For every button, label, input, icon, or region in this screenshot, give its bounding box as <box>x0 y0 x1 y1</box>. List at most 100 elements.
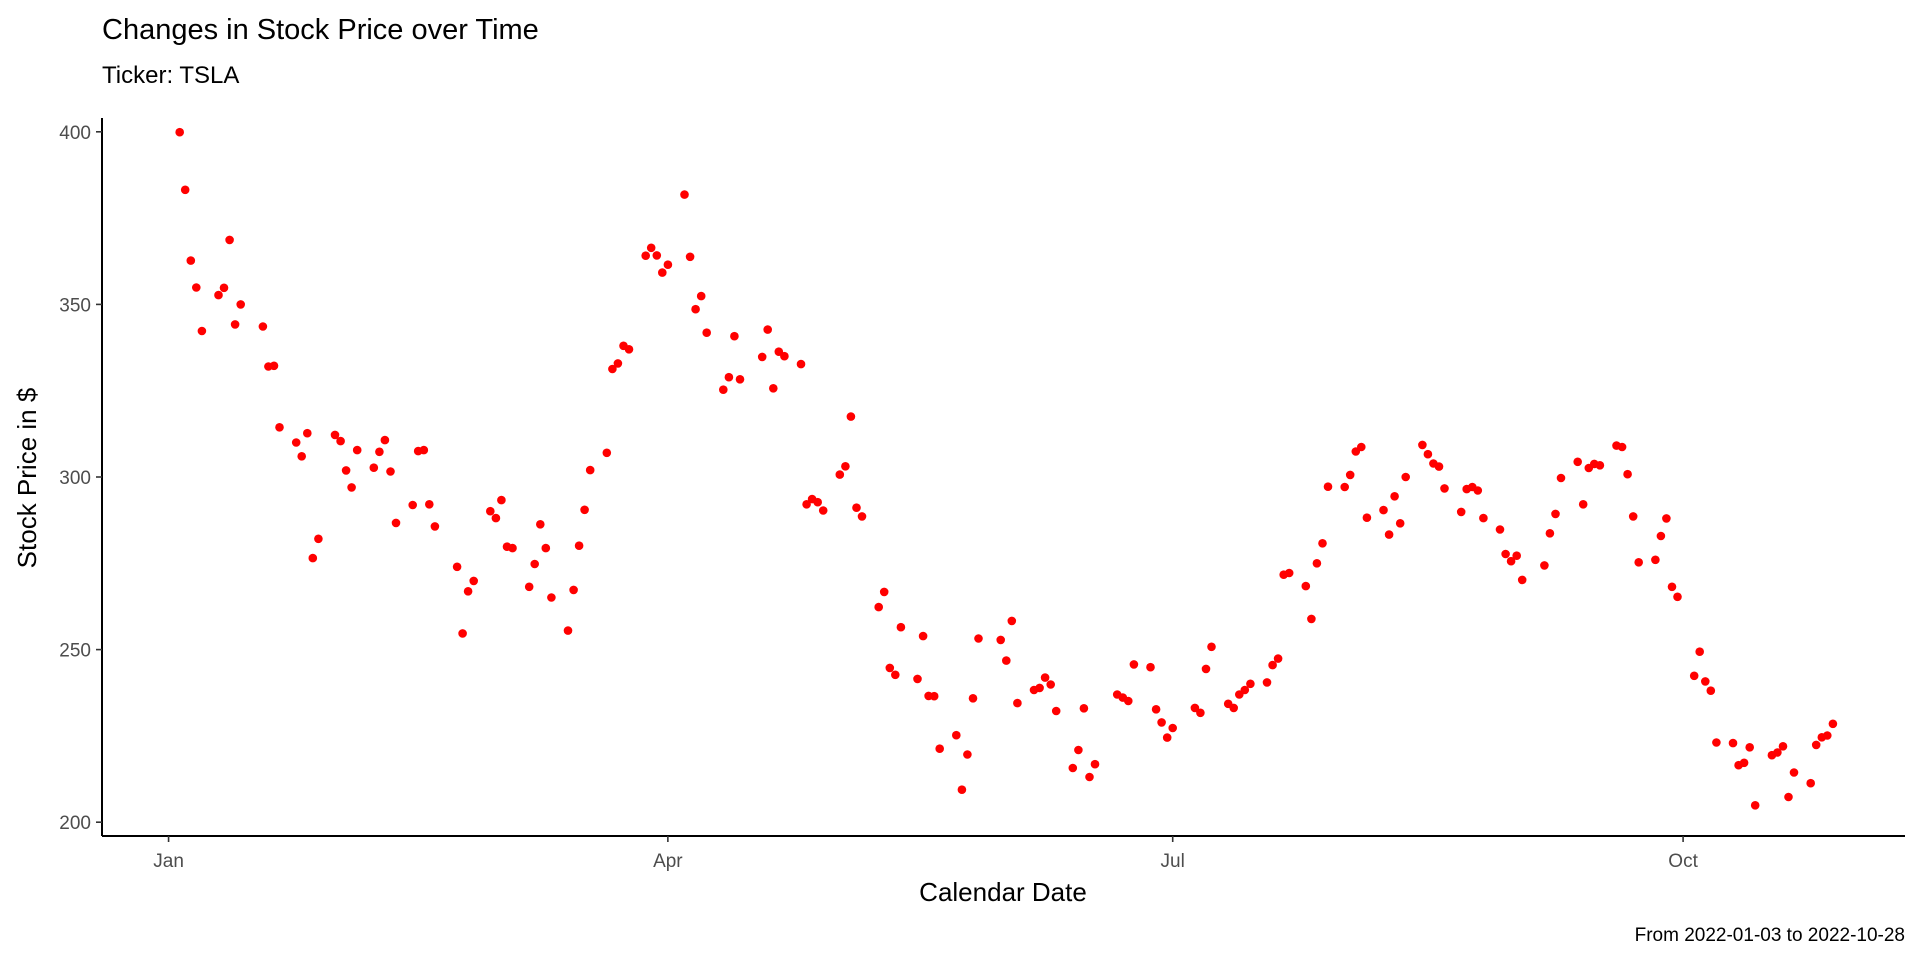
data-point-2022-03-28 <box>641 251 650 260</box>
data-points <box>175 127 1838 810</box>
data-point-2022-02-14 <box>408 500 418 510</box>
y-tick-label-400: 400 <box>59 123 91 144</box>
data-point-2022-10-27 <box>1823 731 1832 740</box>
data-point-2022-01-06 <box>192 283 201 292</box>
data-point-2022-02-17 <box>425 500 434 509</box>
data-point-2022-08-16 <box>1423 449 1433 459</box>
data-point-2022-01-14 <box>236 300 245 309</box>
data-point-2022-05-20 <box>935 744 944 753</box>
data-point-2022-01-07 <box>197 326 207 336</box>
data-point-2022-06-08 <box>1040 673 1050 682</box>
data-point-2022-06-09 <box>1046 680 1055 689</box>
data-point-2022-02-18 <box>430 522 440 531</box>
data-point-2022-04-29 <box>818 506 828 515</box>
data-point-2022-02-11 <box>391 518 401 528</box>
y-tick-label-350: 350 <box>59 295 91 316</box>
data-point-2022-09-01 <box>1512 551 1521 560</box>
data-point-2022-07-07 <box>1201 664 1211 674</box>
data-point-2022-07-15 <box>1246 679 1255 689</box>
data-point-2022-03-01 <box>491 513 501 523</box>
data-point-2022-03-22 <box>608 364 617 374</box>
data-point-2022-02-24 <box>463 587 473 596</box>
data-point-2022-08-12 <box>1401 472 1410 482</box>
data-point-2022-08-31 <box>1506 556 1516 566</box>
data-point-2022-04-04 <box>680 190 689 199</box>
data-point-2022-01-21 <box>275 423 284 432</box>
x-tick-label-jan: Jan <box>153 851 184 872</box>
data-point-2022-10-21 <box>1789 768 1799 777</box>
data-point-2022-08-10 <box>1390 492 1399 501</box>
data-point-2022-09-09 <box>1556 473 1566 483</box>
data-point-2022-07-19 <box>1268 660 1277 670</box>
data-point-2022-06-10 <box>1051 706 1061 716</box>
data-point-2022-04-28 <box>813 497 822 507</box>
data-point-2022-08-29 <box>1495 525 1505 534</box>
data-point-2022-10-04 <box>1695 647 1704 656</box>
data-point-2022-05-05 <box>852 503 861 512</box>
data-point-2022-07-20 <box>1273 654 1283 663</box>
data-point-2022-09-07 <box>1545 529 1555 538</box>
data-point-2022-05-09 <box>874 602 883 612</box>
data-point-2022-08-04 <box>1357 442 1366 452</box>
data-point-2022-07-08 <box>1207 642 1216 652</box>
data-point-2022-04-25 <box>796 359 806 369</box>
data-point-2022-08-19 <box>1440 484 1449 493</box>
data-point-2022-06-02 <box>1007 616 1017 626</box>
data-point-2022-04-07 <box>696 291 706 301</box>
data-point-2022-05-16 <box>913 674 922 684</box>
data-point-2022-01-31 <box>330 430 340 440</box>
data-point-2022-08-05 <box>1362 513 1372 522</box>
data-point-2022-09-12 <box>1573 457 1582 467</box>
data-point-2022-03-29 <box>646 243 656 253</box>
data-point-2022-04-26 <box>802 500 811 509</box>
data-point-2022-10-03 <box>1689 671 1699 681</box>
data-point-2022-09-13 <box>1578 500 1588 509</box>
data-point-2022-05-13 <box>896 622 906 632</box>
data-point-2022-08-15 <box>1418 440 1427 450</box>
data-point-2022-06-27 <box>1146 662 1155 672</box>
data-point-2022-01-10 <box>214 290 223 300</box>
chart-title: Changes in Stock Price over Time <box>102 14 539 46</box>
data-point-2022-02-10 <box>386 467 395 476</box>
data-point-2022-05-12 <box>891 670 900 680</box>
x-tick-label-apr: Apr <box>653 851 683 872</box>
x-tick-label-oct: Oct <box>1668 851 1698 872</box>
data-point-2022-04-19 <box>763 325 772 334</box>
data-point-2022-09-22 <box>1628 512 1638 521</box>
data-point-2022-01-28 <box>314 534 323 544</box>
data-point-2022-07-14 <box>1240 685 1250 695</box>
data-point-2022-05-31 <box>996 635 1005 645</box>
data-point-2022-09-23 <box>1634 558 1643 567</box>
data-point-2022-05-26 <box>968 694 978 703</box>
data-point-2022-07-25 <box>1301 581 1311 591</box>
data-point-2022-06-28 <box>1151 705 1161 714</box>
data-point-2022-02-23 <box>458 629 467 638</box>
data-point-2022-01-20 <box>269 361 279 371</box>
data-point-2022-06-23 <box>1124 696 1133 706</box>
data-point-2022-02-03 <box>347 483 356 492</box>
data-point-2022-10-25 <box>1811 740 1821 750</box>
data-point-2022-05-24 <box>957 785 967 794</box>
data-point-2022-10-24 <box>1806 778 1815 788</box>
data-point-2022-08-30 <box>1501 549 1510 559</box>
data-point-2022-05-04 <box>846 412 856 421</box>
data-point-2022-08-01 <box>1340 482 1349 492</box>
data-point-2022-06-15 <box>1079 704 1089 713</box>
data-point-2022-05-23 <box>952 730 961 740</box>
data-point-2022-07-28 <box>1318 539 1327 548</box>
data-point-2022-01-26 <box>303 428 312 438</box>
data-point-2022-01-25 <box>297 452 307 461</box>
x-tick-label-jul: Jul <box>1161 851 1185 872</box>
data-point-2022-04-08 <box>702 328 711 338</box>
data-point-2022-03-14 <box>563 626 573 635</box>
data-point-2022-06-01 <box>1002 656 1011 665</box>
data-point-2022-02-04 <box>352 445 362 455</box>
data-point-2022-04-22 <box>780 351 789 361</box>
data-point-2022-07-29 <box>1323 482 1333 492</box>
data-point-2022-07-01 <box>1168 723 1177 733</box>
data-point-2022-08-08 <box>1379 505 1388 515</box>
data-point-2022-03-04 <box>508 543 517 553</box>
y-tick-label-250: 250 <box>59 641 91 662</box>
data-point-2022-09-27 <box>1656 531 1666 541</box>
data-point-2022-09-21 <box>1623 469 1632 479</box>
